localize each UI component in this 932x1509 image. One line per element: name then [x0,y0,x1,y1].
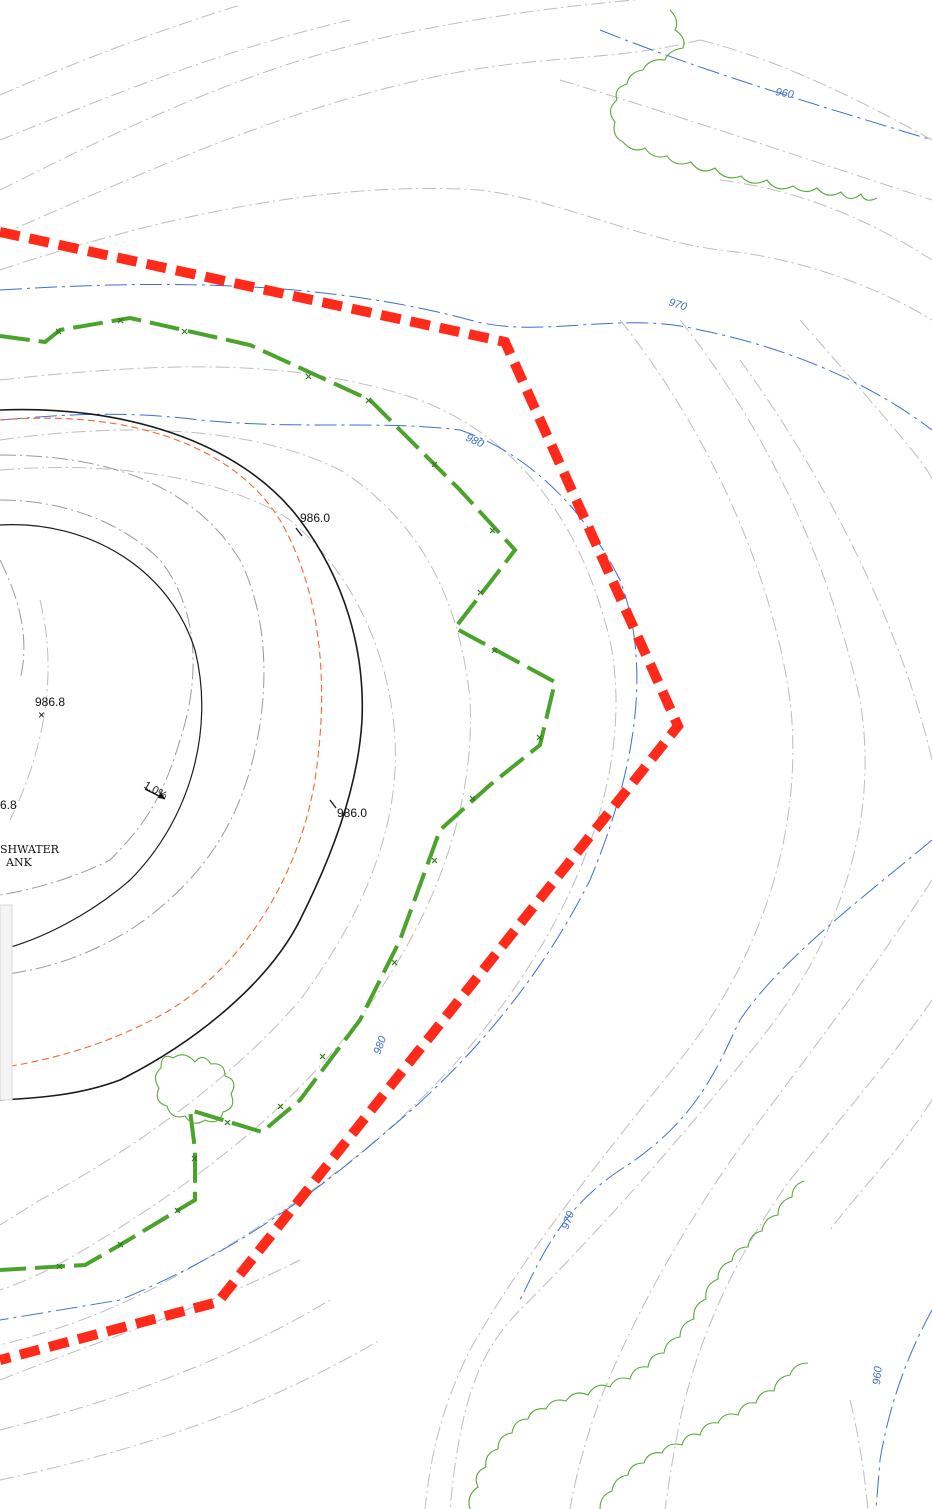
fence-line [0,315,558,1272]
spot-elevation-pad-right: 986.0 [337,806,367,820]
tank-contours [0,454,265,976]
contour-label-970-top: 970 [667,296,689,313]
contour-label-960-lower: 960 [871,1365,885,1385]
property-boundary [0,227,684,1365]
contour-label-970-lower: 970 [560,1209,578,1231]
tank-outline [0,524,203,951]
tree-clump-icon [154,1054,235,1124]
contour-label-960-top: 960 [774,86,795,101]
tank-label: SHWATER ANK [0,843,60,869]
contour-label-980-lower: 980 [372,1034,390,1056]
tank-label-line1: SHWATER [0,843,60,856]
tree-line-top-icon [609,9,878,201]
tree-line-bottom-icon [468,1180,805,1509]
spot-elevation-tank-center: 986.8 [35,695,65,709]
spot-elevation-tank-left: 6.8 [0,798,17,812]
paper-edge [0,904,13,1101]
pad-edge [0,408,364,1101]
spot-marker-icon: × [38,708,45,722]
tree-lines [154,9,878,1509]
tank-label-line2: ANK [5,856,33,869]
contour-labels: 960 970 980 980 970 960 [372,86,885,1385]
slope-indicator: 1.0% [142,779,170,802]
pad-edge-ticks [295,527,337,809]
contour-label-980-upper: 980 [464,432,487,451]
tank-offset-line [0,417,323,1069]
spot-elevations: 986.0 986.0 986.8 × 6.8 [0,511,367,820]
spot-elevation-pad-top: 986.0 [300,511,330,525]
slope-label: 1.0% [142,779,170,802]
